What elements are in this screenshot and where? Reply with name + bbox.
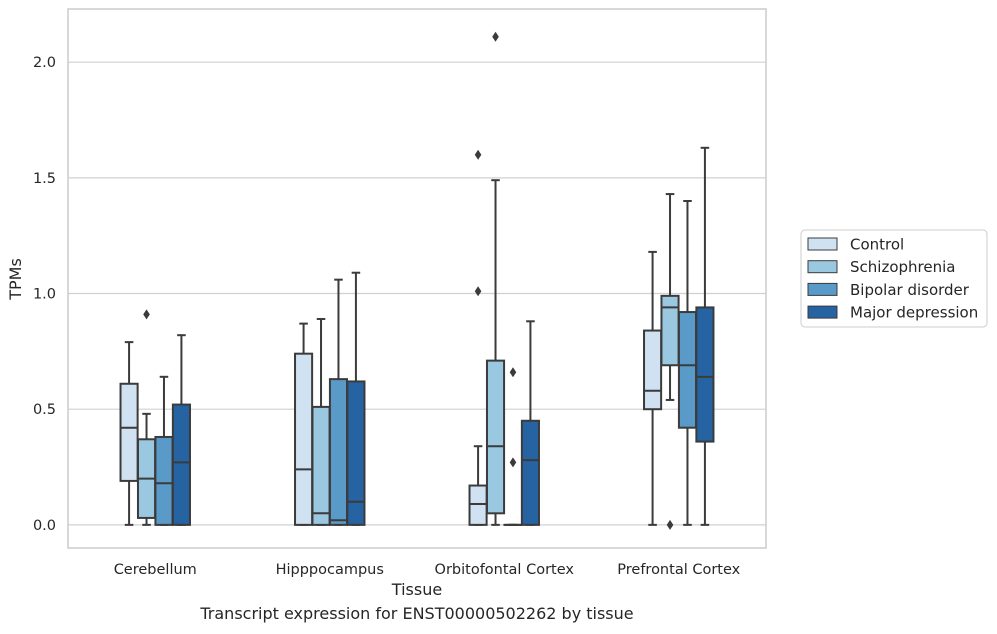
box-body (643, 329, 663, 411)
legend-box (800, 229, 988, 328)
y-tick-label: 2.0 (33, 55, 56, 71)
x-axis-label: Tissue (391, 580, 442, 599)
box-body (468, 484, 488, 526)
box-body (677, 311, 698, 429)
x-tick-label: Prefrontal Cortex (617, 562, 740, 578)
box (468, 149, 488, 526)
box-body (294, 352, 314, 526)
x-tick-label: Cerebellum (114, 562, 197, 578)
box (503, 367, 523, 526)
y-tick-label: 0.5 (33, 402, 56, 418)
legend-swatch (807, 282, 838, 296)
legend: Control Schizophrenia Bipolar disorder Majo… (800, 229, 988, 328)
box-body (346, 380, 366, 526)
box (119, 341, 139, 526)
box (660, 193, 680, 530)
box (294, 322, 314, 526)
y-axis-label: TPMs (6, 258, 25, 301)
legend-swatch (807, 305, 838, 319)
box (346, 271, 366, 526)
y-tick-label: 0.0 (33, 518, 56, 534)
outlier-point (474, 149, 482, 160)
legend-label: Major depression (850, 304, 978, 322)
figure-caption: Transcript expression for ENST0000050226… (200, 604, 634, 623)
x-tick-labels: Cerebellum Hipppocampus Orbitofontal Corte… (114, 562, 741, 578)
outlier-point (143, 309, 150, 320)
box-body (154, 435, 174, 526)
box (136, 309, 157, 526)
box-body (520, 419, 540, 526)
outlier-point (474, 286, 482, 297)
y-tick-label: 1.0 (33, 287, 56, 303)
box-body (119, 382, 139, 482)
box (311, 317, 331, 526)
x-tick-label: Orbitofontal Cortex (435, 562, 575, 578)
box (520, 320, 540, 526)
box-body (660, 294, 680, 367)
box (171, 334, 191, 526)
box (154, 375, 174, 526)
legend-swatch (807, 260, 838, 274)
x-tick-label: Hipppocampus (276, 562, 384, 578)
outlier-point (492, 31, 499, 42)
box (677, 200, 698, 526)
outlier-point (666, 519, 674, 530)
box-body (171, 403, 191, 526)
outlier-point (509, 367, 517, 378)
outlier-point (509, 457, 517, 468)
box (328, 278, 349, 526)
box (643, 250, 663, 526)
legend-label: Control (850, 236, 904, 254)
y-tick-label: 1.5 (33, 171, 56, 187)
box (485, 31, 506, 526)
y-tick-labels: 0.0 0.5 1.0 1.5 2.0 (33, 55, 56, 534)
plot-frame (67, 8, 767, 549)
box-body (311, 405, 331, 526)
box-body (328, 378, 349, 526)
box-body (695, 306, 715, 443)
box (695, 146, 715, 526)
legend-label: Bipolar disorder (850, 281, 970, 299)
legend-label: Schizophrenia (850, 258, 955, 276)
box-body (485, 359, 506, 515)
box-series (119, 31, 715, 530)
legend-swatch (807, 237, 838, 251)
